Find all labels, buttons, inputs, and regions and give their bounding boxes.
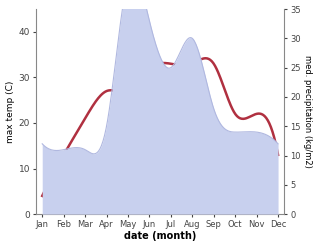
Y-axis label: max temp (C): max temp (C): [5, 80, 15, 143]
Y-axis label: med. precipitation (kg/m2): med. precipitation (kg/m2): [303, 55, 313, 168]
X-axis label: date (month): date (month): [124, 231, 196, 242]
